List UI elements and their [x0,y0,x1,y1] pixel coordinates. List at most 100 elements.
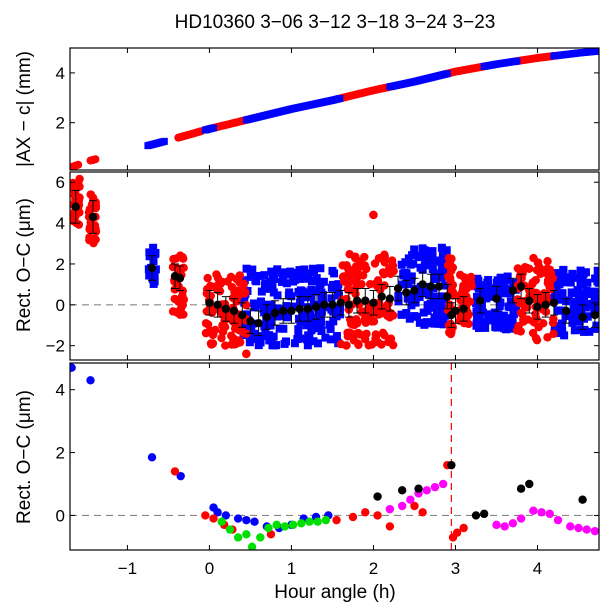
data-point-magenta [422,486,431,495]
data-point-blue [415,251,424,260]
data-point-red [378,328,388,338]
data-point-red [206,339,216,348]
mean-point [508,286,518,295]
data-point-blue [334,280,343,289]
data-point-magenta [582,525,591,534]
data-point-blue [590,291,599,300]
data-point-blue [484,310,493,319]
plot-area-top [70,48,599,170]
data-point-red [466,277,476,286]
data-point-blue [261,326,270,335]
data-point-blue [290,339,299,348]
data-point-blue [149,256,158,265]
data-point-blue [314,308,323,317]
data-point-blue [318,290,327,299]
data-point-blue [506,303,515,312]
data-point-blue [245,338,254,347]
data-point-red [177,299,187,308]
data-point-red [233,288,242,297]
y-tick-label: 2 [56,444,65,463]
data-point-blue [327,294,336,303]
data-point-green [225,525,235,534]
data-point-red [446,276,455,285]
data-point-blue [441,281,450,290]
data-point-green [297,519,306,528]
mean-point [147,263,157,273]
mean-point [533,302,542,312]
y-tick-label: −2 [46,337,65,356]
data-point-red [227,282,237,292]
data-point-blue [592,324,599,333]
data-point-blue [583,278,592,287]
data-point-red [382,308,391,317]
data-point-blue [336,94,344,102]
data-point-blue [149,243,158,252]
data-point-blue [499,311,508,320]
data-point-blue [210,124,218,132]
data-point-red [209,514,218,523]
mean-point [541,300,550,310]
data-point-red [242,349,251,359]
data-point-blue [296,297,305,306]
data-point-blue [399,271,408,280]
data-point-blue [307,285,316,294]
data-point-blue [252,277,261,286]
data-point-magenta [508,519,518,528]
y-tick-label: 2 [56,114,65,133]
mean-point [320,300,329,310]
data-point-blue [501,317,510,326]
data-point-blue [500,324,509,333]
data-point-blue [555,294,564,303]
data-point-red [548,318,558,328]
mean-point [385,294,395,303]
data-point-red [367,317,376,326]
data-point-blue [420,261,429,270]
data-point-blue [254,341,263,350]
data-point-blue [300,265,309,274]
data-point-blue [289,277,298,286]
data-point-blue [419,308,428,317]
data-point-blue [437,263,446,272]
data-point-magenta [500,522,509,531]
y-tick-label: 4 [56,381,65,400]
data-point-blue [270,275,279,284]
data-point-red [535,263,544,272]
mean-point [426,282,436,291]
mean-point [516,282,526,291]
data-point-blue [570,326,579,335]
data-point-blue [428,255,437,264]
data-point-blue [397,310,406,319]
mean-point [88,212,98,222]
data-point-blue [513,57,521,65]
data-point-red [89,238,98,248]
data-point-red [347,319,356,329]
data-point-blue [303,341,312,350]
data-point-blue [507,314,516,323]
data-point-green [233,533,243,542]
data-point-red [380,281,389,290]
data-point-red [206,291,215,301]
data-point-blue [557,319,566,328]
data-point-blue [474,323,483,332]
data-point-blue [495,302,504,311]
mean-point [459,304,468,314]
mean-point [402,288,411,297]
data-point-red [445,327,454,337]
data-point-blue [558,289,567,298]
data-point-red [360,315,369,325]
data-point-blue [560,331,569,340]
data-point-magenta [566,522,575,531]
data-point-blue [270,341,279,350]
mean-point [525,296,534,305]
data-point-red [226,272,236,282]
data-point-red [239,289,249,298]
data-point-blue [252,299,261,308]
data-point-red [70,178,78,188]
data-point-red [235,278,244,287]
mean-point [295,304,304,314]
data-point-blue [289,268,298,277]
data-point-blue [326,325,335,334]
data-point-blue [435,319,444,328]
data-point-blue [290,302,299,311]
